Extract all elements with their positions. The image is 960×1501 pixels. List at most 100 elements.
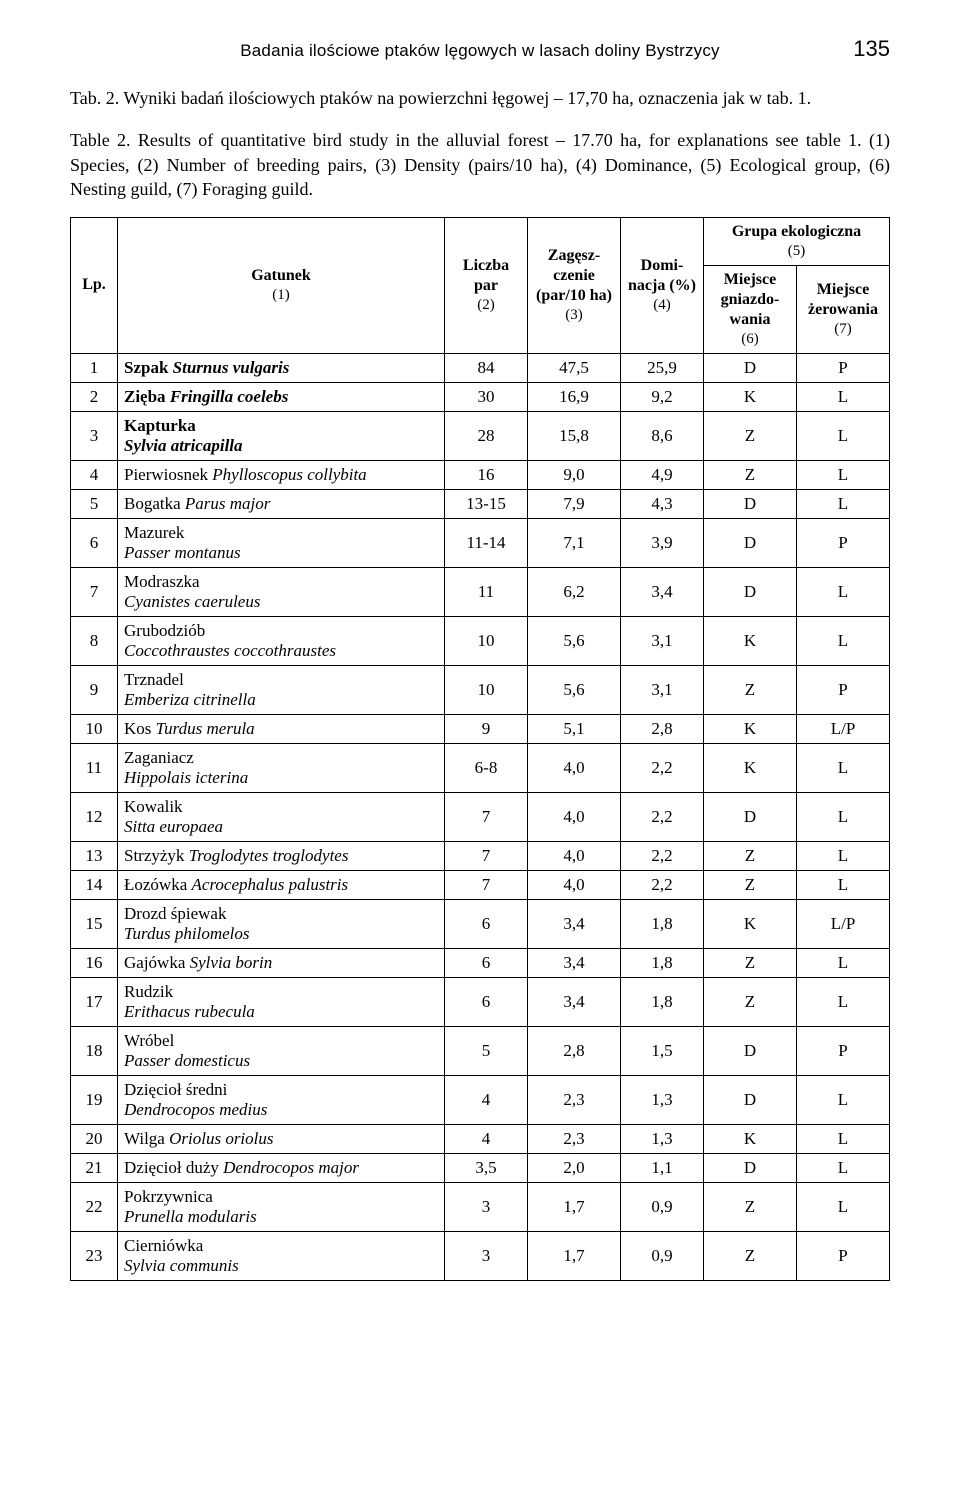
species-latin: Passer montanus (124, 543, 241, 562)
cell-pairs: 10 (445, 616, 528, 665)
cell-lp: 6 (71, 518, 118, 567)
cell-lp: 12 (71, 792, 118, 841)
cell-for: L (797, 616, 890, 665)
cell-for: L (797, 1075, 890, 1124)
species-latin: Hippolais icterina (124, 768, 248, 787)
cell-dom: 1,1 (621, 1153, 704, 1182)
table-row: 16Gajówka Sylvia borin63,41,8ZL (71, 948, 890, 977)
cell-for: L (797, 1153, 890, 1182)
cell-dom: 1,5 (621, 1026, 704, 1075)
table-row: 8Grubodziób Coccothraustes coccothrauste… (71, 616, 890, 665)
cell-nest: K (704, 616, 797, 665)
cell-lp: 15 (71, 899, 118, 948)
cell-density: 4,0 (528, 792, 621, 841)
header-nesting: Miejsce gniazdo­wania (6) (704, 265, 797, 353)
cell-for: L (797, 382, 890, 411)
species-common: Grubodziób (124, 621, 205, 640)
cell-species: Grubodziób Coccothraustes coccothraustes (118, 616, 445, 665)
cell-species: Pierwiosnek Phylloscopus collybita (118, 460, 445, 489)
cell-density: 4,0 (528, 870, 621, 899)
species-latin: Erithacus rubecula (124, 1002, 255, 1021)
table-row: 19Dzięcioł średni Dendrocopos medius42,3… (71, 1075, 890, 1124)
header-nesting-sub: (6) (710, 330, 790, 349)
cell-lp: 9 (71, 665, 118, 714)
table-row: 17Rudzik Erithacus rubecula63,41,8ZL (71, 977, 890, 1026)
cell-nest: Z (704, 460, 797, 489)
cell-for: L (797, 841, 890, 870)
cell-lp: 8 (71, 616, 118, 665)
species-common: Modraszka (124, 572, 200, 591)
species-latin: Turdus philomelos (124, 924, 249, 943)
cell-for: L (797, 792, 890, 841)
species-latin: Oriolus oriolus (169, 1129, 273, 1148)
running-head-text: Badania ilościowe ptaków lęgowych w lasa… (130, 41, 830, 61)
species-latin: Troglodytes troglodytes (189, 846, 349, 865)
cell-pairs: 6 (445, 948, 528, 977)
cell-for: L (797, 489, 890, 518)
cell-lp: 3 (71, 411, 118, 460)
cell-lp: 5 (71, 489, 118, 518)
cell-for: L (797, 870, 890, 899)
cell-density: 2,8 (528, 1026, 621, 1075)
cell-species: Drozd śpiewak Turdus philomelos (118, 899, 445, 948)
cell-nest: Z (704, 665, 797, 714)
species-common: Cierniówka (124, 1236, 203, 1255)
cell-density: 2,0 (528, 1153, 621, 1182)
species-latin: Parus major (185, 494, 270, 513)
cell-density: 47,5 (528, 353, 621, 382)
cell-density: 6,2 (528, 567, 621, 616)
table-caption-en: Table 2. Results of quantitative bird st… (70, 128, 890, 201)
header-density-text: Zagęsz­czenie (par/10 ha) (536, 247, 612, 304)
cell-for: L (797, 1124, 890, 1153)
cell-nest: Z (704, 1182, 797, 1231)
cell-for: P (797, 1026, 890, 1075)
species-latin: Sylvia communis (124, 1256, 239, 1275)
cell-species: Bogatka Parus major (118, 489, 445, 518)
cell-density: 7,9 (528, 489, 621, 518)
cell-species: Kos Turdus merula (118, 714, 445, 743)
table-row: 13Strzyżyk Troglodytes troglodytes74,02,… (71, 841, 890, 870)
header-group-text: Grupa ekologiczna (732, 223, 861, 240)
header-group-sub: (5) (710, 242, 883, 261)
cell-pairs: 4 (445, 1124, 528, 1153)
header-lp: Lp. (71, 218, 118, 354)
cell-nest: Z (704, 977, 797, 1026)
cell-species: Mazurek Passer montanus (118, 518, 445, 567)
cell-pairs: 16 (445, 460, 528, 489)
cell-for: L (797, 411, 890, 460)
table-row: 4Pierwiosnek Phylloscopus collybita169,0… (71, 460, 890, 489)
table-row: 20Wilga Oriolus oriolus42,31,3KL (71, 1124, 890, 1153)
species-common: Kapturka (124, 416, 196, 435)
caption-text-pl: Wyniki badań ilościowych ptaków na powie… (123, 88, 811, 108)
header-dominance-sub: (4) (627, 296, 697, 315)
cell-pairs: 7 (445, 792, 528, 841)
cell-pairs: 84 (445, 353, 528, 382)
cell-pairs: 4 (445, 1075, 528, 1124)
table-row: 14Łozówka Acrocephalus palustris74,02,2Z… (71, 870, 890, 899)
cell-nest: D (704, 567, 797, 616)
cell-dom: 2,2 (621, 870, 704, 899)
species-common: Dzięcioł duży (124, 1158, 223, 1177)
cell-lp: 23 (71, 1231, 118, 1280)
header-pairs-sub: (2) (451, 296, 521, 315)
cell-species: Zięba Fringilla coelebs (118, 382, 445, 411)
cell-dom: 2,2 (621, 743, 704, 792)
table-row: 7Modraszka Cyanistes caeruleus116,23,4DL (71, 567, 890, 616)
cell-dom: 3,4 (621, 567, 704, 616)
cell-nest: K (704, 899, 797, 948)
header-dominance-text: Domi­nacja (%) (628, 257, 696, 294)
cell-dom: 2,2 (621, 792, 704, 841)
species-latin: Sylvia borin (190, 953, 273, 972)
cell-species: Strzyżyk Troglodytes troglodytes (118, 841, 445, 870)
species-common: Trznadel (124, 670, 184, 689)
cell-dom: 25,9 (621, 353, 704, 382)
species-latin: Sylvia atricapilla (124, 436, 243, 455)
cell-density: 9,0 (528, 460, 621, 489)
cell-lp: 18 (71, 1026, 118, 1075)
cell-nest: Z (704, 1231, 797, 1280)
table-row: 6Mazurek Passer montanus11-147,13,9DP (71, 518, 890, 567)
cell-species: Kapturka Sylvia atricapilla (118, 411, 445, 460)
cell-species: Gajówka Sylvia borin (118, 948, 445, 977)
table-row: 3Kapturka Sylvia atricapilla2815,88,6ZL (71, 411, 890, 460)
species-latin: Phylloscopus collybita (212, 465, 366, 484)
